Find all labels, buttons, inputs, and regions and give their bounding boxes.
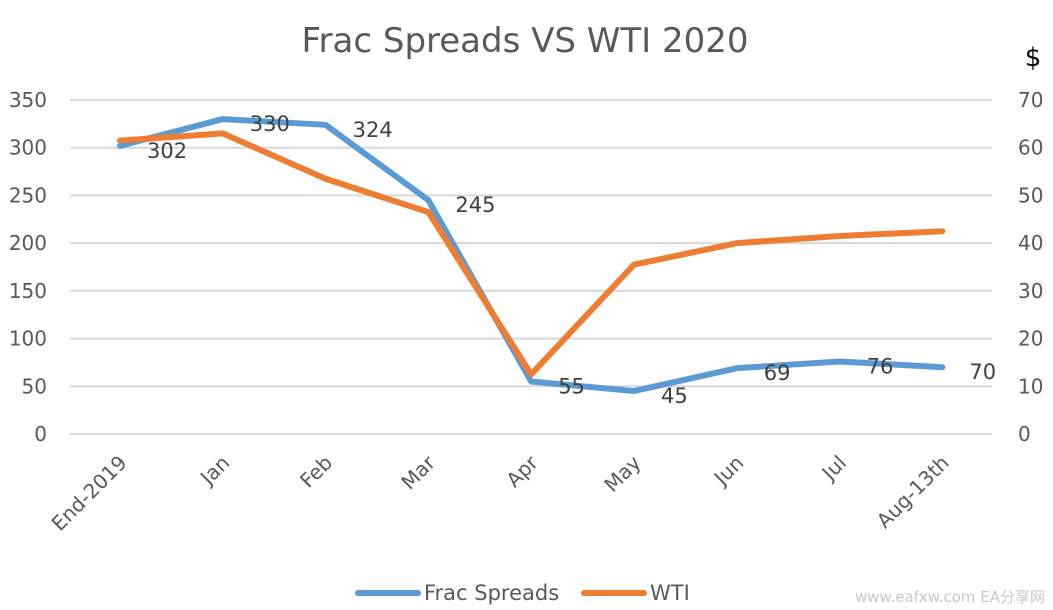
data-label: 76 xyxy=(867,354,894,378)
x-axis-tick-label: Apr xyxy=(501,450,543,492)
data-point xyxy=(735,367,738,370)
legend-label: WTI xyxy=(650,581,690,605)
data-point xyxy=(530,380,533,383)
data-point xyxy=(427,199,430,202)
data-point xyxy=(221,132,224,135)
left-axis-tick-label: 50 xyxy=(22,374,47,398)
data-label: 330 xyxy=(250,112,290,136)
data-point xyxy=(633,390,635,393)
series-line-0 xyxy=(117,116,946,395)
right-axis-tick-label: 30 xyxy=(1018,279,1043,303)
left-axis-tick-label: 300 xyxy=(9,136,47,160)
right-axis-tick-label: 0 xyxy=(1018,422,1031,446)
left-axis-tick-label: 200 xyxy=(9,231,47,255)
left-axis-tick-label: 100 xyxy=(9,327,47,351)
x-axis-tick-label: End-2019 xyxy=(47,451,132,536)
data-label: 324 xyxy=(353,118,393,142)
data-label: 302 xyxy=(147,139,187,163)
data-point xyxy=(119,144,121,147)
x-axis-tick-label: Mar xyxy=(396,450,440,494)
left-axis-tick-label: 150 xyxy=(9,279,47,303)
gridlines xyxy=(70,99,992,435)
left-axis-tick-label: 0 xyxy=(34,422,47,446)
data-point xyxy=(633,263,635,266)
x-axis-tick-label: Jan xyxy=(194,451,234,491)
x-axis-tick-label: Feb xyxy=(295,451,337,493)
data-point xyxy=(941,230,944,233)
data-point xyxy=(530,373,533,376)
data-point xyxy=(941,366,944,369)
legend: Frac Spreads WTI xyxy=(355,581,690,605)
x-axis-ticks: End-2019 Jan Feb Mar Apr May Jun Jul Aug-13th xyxy=(47,450,954,535)
right-axis-tick-label: 40 xyxy=(1018,231,1043,255)
data-label: 70 xyxy=(969,360,996,384)
data-point xyxy=(119,139,121,142)
x-axis-tick-label: Jul xyxy=(816,451,851,486)
data-label: 45 xyxy=(661,384,688,408)
data-label: 55 xyxy=(558,375,585,399)
data-label: 245 xyxy=(455,193,495,217)
x-axis-tick-label: Aug-13th xyxy=(872,451,954,533)
data-point xyxy=(735,242,738,245)
data-point xyxy=(838,234,841,237)
left-axis-tick-label: 350 xyxy=(9,88,47,112)
left-axis-ticks: 0 50 100 150 200 250 300 350 xyxy=(9,88,47,446)
data-point xyxy=(221,118,224,121)
data-labels: 302 330 324 245 55 45 69 76 70 xyxy=(147,112,996,408)
chart-title: Frac Spreads VS WTI 2020 xyxy=(301,21,748,61)
right-axis-tick-label: 70 xyxy=(1018,88,1043,112)
left-axis-tick-label: 250 xyxy=(9,183,47,207)
right-axis-tick-label: 20 xyxy=(1018,327,1043,351)
data-point xyxy=(427,211,430,214)
right-axis-ticks: 0 10 20 30 40 50 60 70 xyxy=(1018,88,1043,446)
data-point xyxy=(838,360,841,363)
right-axis-tick-label: 60 xyxy=(1018,136,1043,160)
series-lines xyxy=(117,116,946,395)
legend-label: Frac Spreads xyxy=(424,581,559,605)
data-point xyxy=(324,123,327,126)
data-point xyxy=(324,177,327,180)
x-axis-tick-label: Jun xyxy=(708,451,748,491)
x-axis-tick-label: May xyxy=(599,450,645,496)
right-axis-tick-label: 10 xyxy=(1018,374,1043,398)
data-label: 69 xyxy=(764,361,791,385)
watermark: www.eafxw.com EA分享网 xyxy=(855,588,1045,606)
right-axis-tick-label: 50 xyxy=(1018,183,1043,207)
right-axis-unit-label: $ xyxy=(1025,43,1042,73)
